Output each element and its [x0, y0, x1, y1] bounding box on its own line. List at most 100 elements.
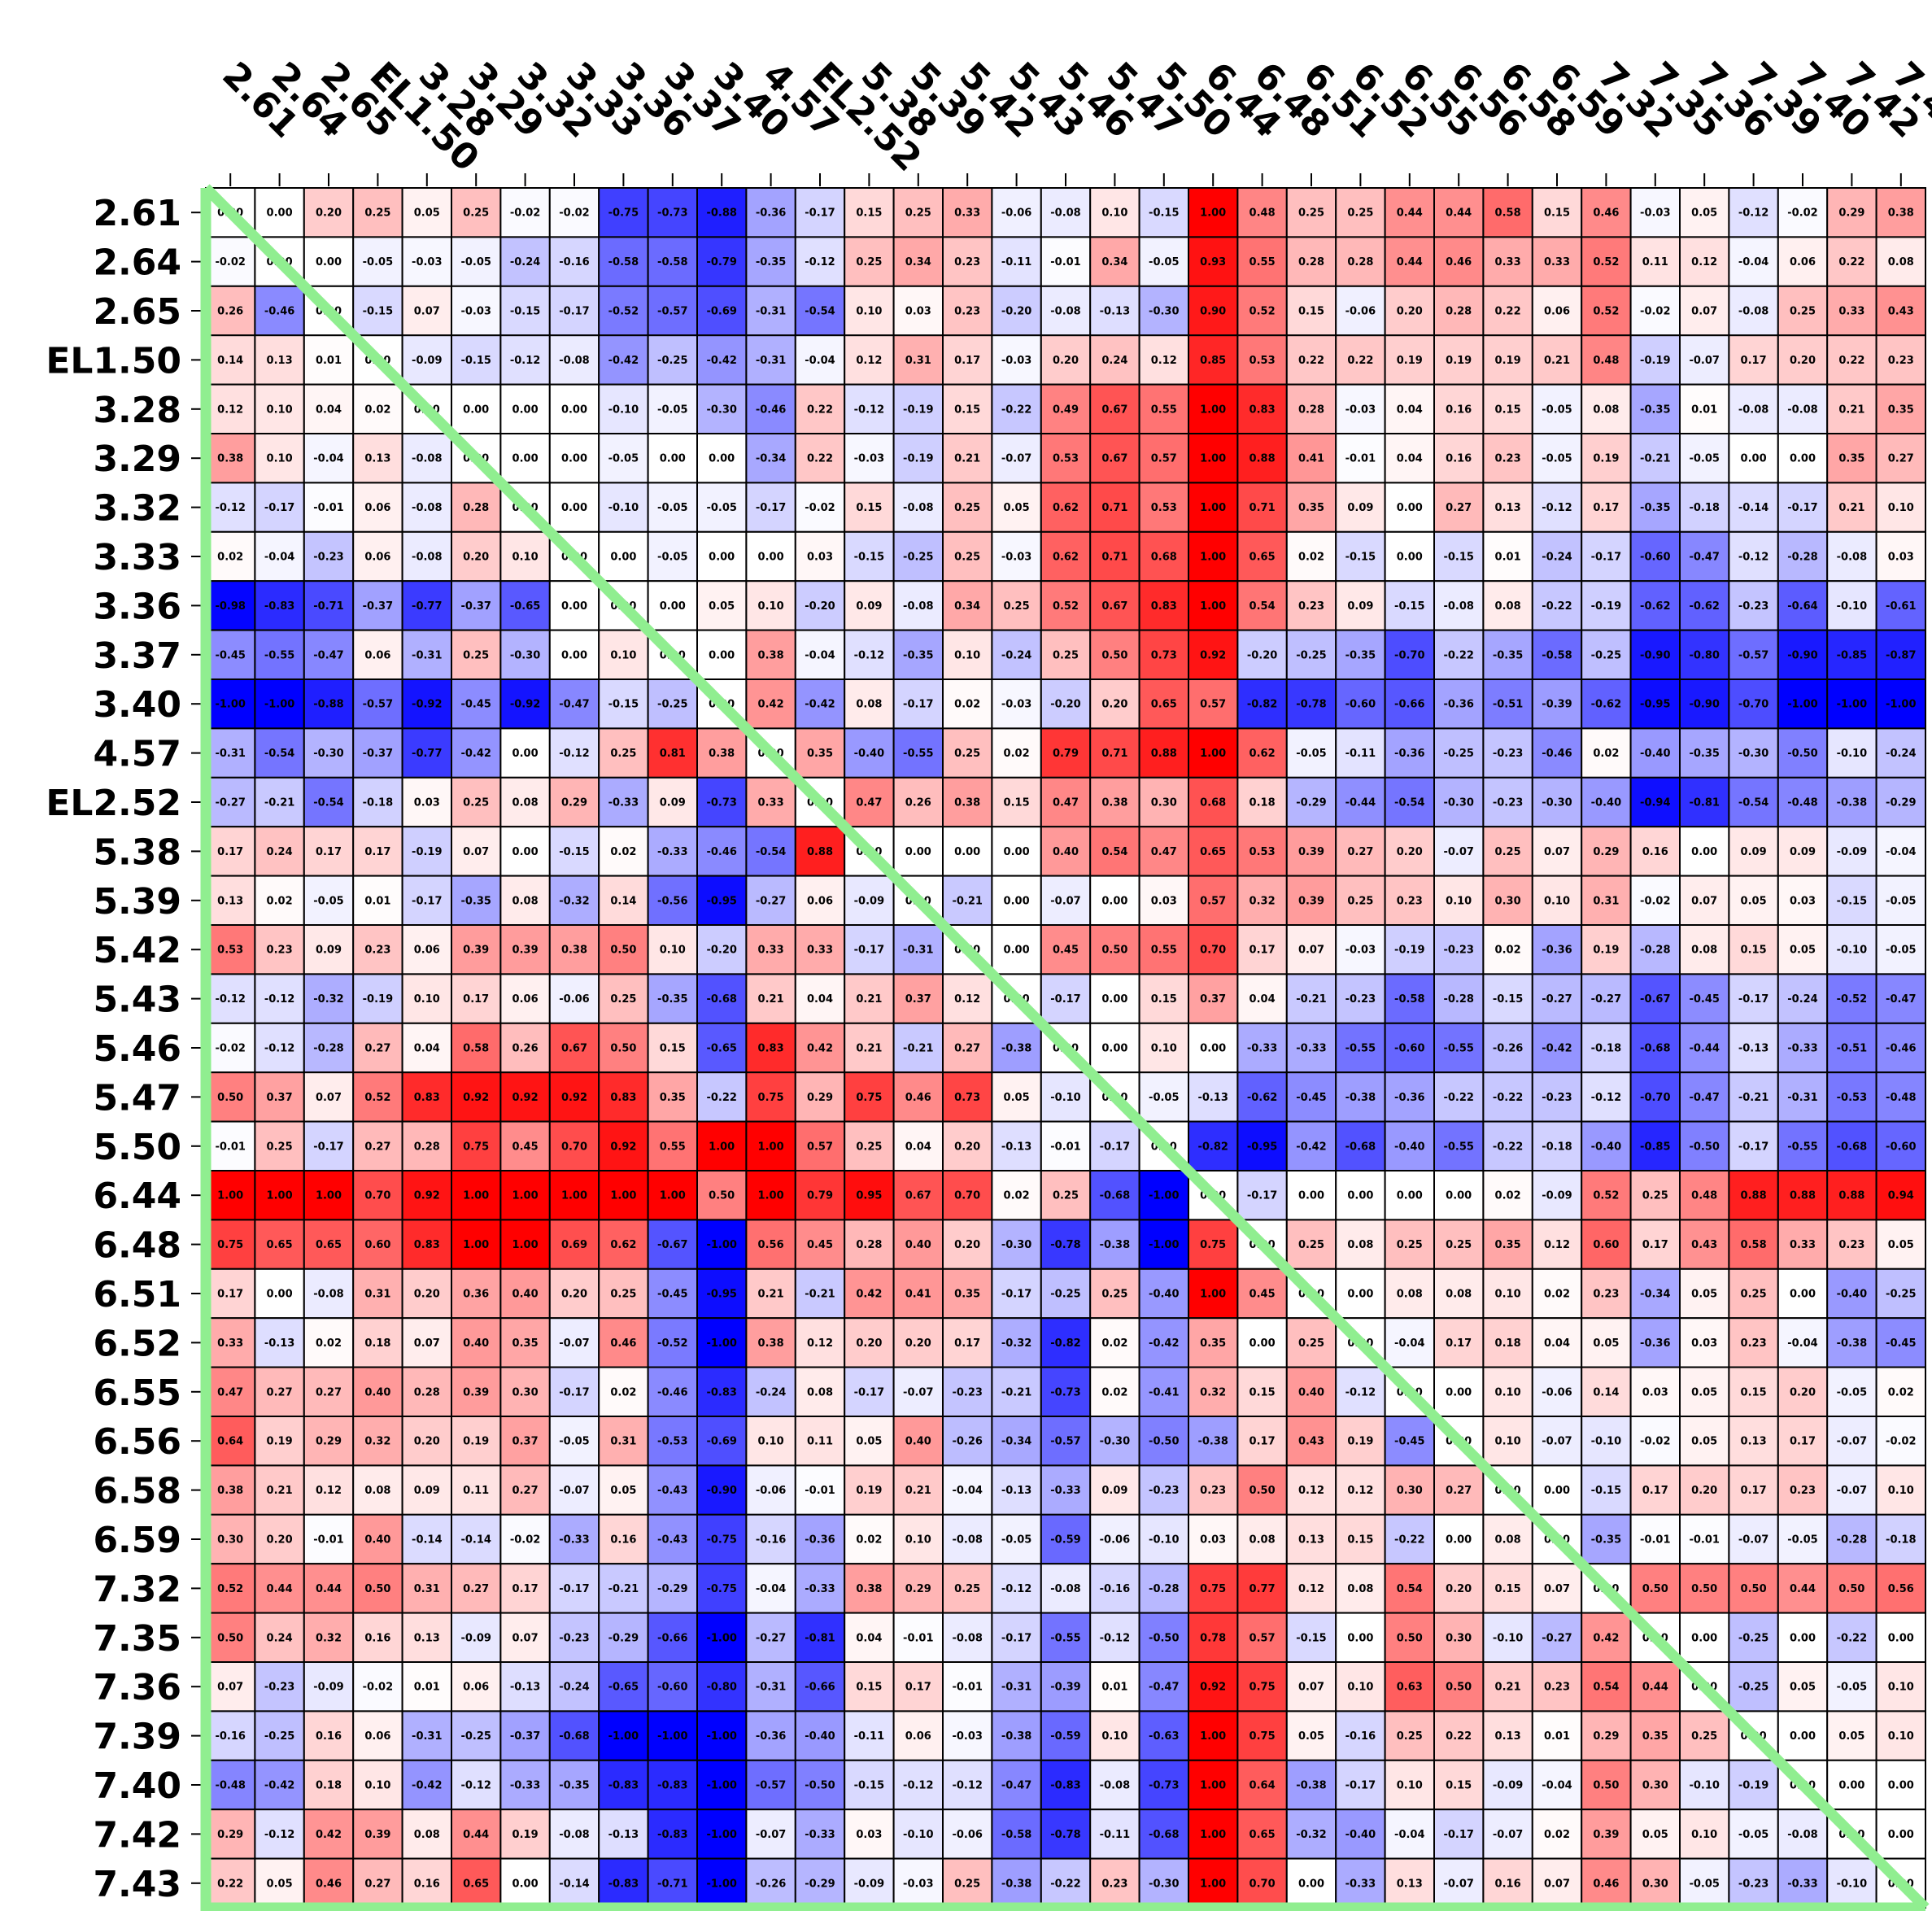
cell-value-label: 0.22	[807, 453, 833, 465]
cell-value-label: -0.25	[657, 355, 687, 367]
cell-value-label: -0.08	[1100, 1780, 1130, 1792]
heatmap-cell	[254, 678, 305, 730]
heatmap-cell	[794, 1022, 846, 1074]
cell-value-label: -0.43	[657, 1534, 687, 1547]
cell-value-label: 0.90	[1200, 306, 1226, 318]
cell-value-label: 0.24	[267, 1632, 293, 1644]
heatmap-cell	[1531, 826, 1583, 877]
cell-value-label: -0.08	[1787, 1829, 1817, 1841]
heatmap-cell	[1531, 1612, 1583, 1663]
cell-value-label: 0.35	[1298, 502, 1324, 514]
cell-value-label: -0.08	[1050, 207, 1080, 220]
cell-value-label: -0.02	[510, 1534, 540, 1547]
heatmap-cell	[1629, 727, 1681, 779]
cell-value-label: -0.94	[1640, 797, 1670, 809]
cell-value-label: 0.38	[954, 797, 980, 809]
cell-value-label: -0.24	[1542, 552, 1572, 564]
cell-value-label: 0.23	[1298, 600, 1324, 613]
cell-value-label: 0.23	[1200, 1485, 1226, 1497]
cell-value-label: 0.00	[660, 453, 686, 465]
cell-value-label: -0.16	[1100, 1583, 1130, 1595]
heatmap-cell	[1236, 580, 1288, 631]
cell-value-label: 0.37	[512, 1436, 539, 1448]
heatmap-cell	[1875, 530, 1927, 582]
cell-value-label: 0.02	[267, 895, 293, 907]
cell-value-label: -0.05	[608, 453, 639, 465]
cell-value-label: 0.02	[1544, 1289, 1570, 1301]
cell-value-label: -0.18	[1542, 1141, 1572, 1153]
cell-value-label: 0.27	[512, 1485, 539, 1497]
cell-value-label: 0.35	[807, 748, 833, 760]
cell-value-label: 0.29	[1593, 846, 1619, 858]
cell-value-label: 0.88	[1249, 453, 1276, 465]
cell-value-label: 0.02	[1101, 1386, 1127, 1398]
heatmap-cell	[794, 973, 846, 1024]
cell-value-label: 0.06	[364, 552, 390, 564]
heatmap-cell	[1482, 973, 1533, 1024]
cell-value-label: -0.46	[657, 1386, 687, 1398]
heatmap-cell	[696, 875, 748, 926]
cell-value-label: 0.00	[1101, 1043, 1127, 1055]
cell-value-label: 0.15	[1544, 207, 1570, 220]
heatmap-cell	[1531, 1219, 1583, 1270]
heatmap-cell	[1188, 433, 1239, 484]
heatmap-cell	[1335, 236, 1386, 287]
cell-value-label: -0.73	[1050, 1386, 1080, 1398]
cell-value-label: 0.00	[660, 600, 686, 613]
heatmap-cell	[1089, 678, 1140, 730]
heatmap-cell	[844, 433, 895, 484]
heatmap-cell	[745, 1661, 796, 1712]
cell-value-label: -0.45	[1689, 993, 1719, 1006]
cell-value-label: -0.13	[608, 1829, 639, 1841]
heatmap-cell	[647, 334, 698, 386]
cell-value-label: 0.15	[660, 1043, 686, 1055]
row-tick-label: 6.48	[93, 1225, 181, 1267]
heatmap-cell	[1040, 580, 1092, 631]
heatmap-cell	[794, 433, 846, 484]
cell-value-label: 0.83	[1249, 404, 1276, 416]
row-tick-label: 7.40	[93, 1765, 181, 1807]
cell-value-label: -0.38	[1001, 1043, 1031, 1055]
cell-value-label: -0.25	[657, 699, 687, 711]
cell-value-label: 0.25	[1347, 895, 1373, 907]
heatmap-cell	[1089, 482, 1140, 533]
heatmap-cell	[1531, 678, 1583, 730]
heatmap-cell	[942, 727, 993, 779]
cell-value-label: 0.20	[1397, 306, 1423, 318]
heatmap-cell	[1875, 1612, 1927, 1663]
heatmap-cell	[499, 1513, 551, 1565]
cell-value-label: -0.48	[215, 1780, 245, 1792]
heatmap-cell	[1285, 1416, 1337, 1467]
cell-value-label: 0.70	[1200, 945, 1226, 957]
heatmap-cell	[1826, 875, 1877, 926]
cell-value-label: 0.38	[758, 1337, 784, 1350]
cell-value-label: -0.15	[608, 699, 639, 711]
cell-value-label: -0.59	[1050, 1730, 1080, 1743]
heatmap-cell	[548, 383, 600, 435]
cell-value-label: 0.00	[1790, 1289, 1816, 1301]
heatmap-cell	[451, 1022, 502, 1074]
cell-value-label: 0.17	[1249, 1436, 1276, 1448]
cell-value-label: 0.65	[316, 1239, 342, 1251]
heatmap-cell	[1679, 678, 1730, 730]
cell-value-label: -0.07	[559, 1485, 589, 1497]
heatmap-cell	[499, 973, 551, 1024]
cell-value-label: 0.53	[1053, 453, 1079, 465]
cell-value-label: 0.67	[1101, 453, 1127, 465]
cell-value-label: 0.71	[1249, 502, 1276, 514]
heatmap-cell	[794, 1464, 846, 1516]
heatmap-cell	[1089, 236, 1140, 287]
row-tick-label: 3.32	[93, 488, 181, 530]
cell-value-label: -0.07	[1738, 1534, 1768, 1547]
heatmap-cell	[942, 875, 993, 926]
cell-value-label: 0.25	[1397, 1730, 1423, 1743]
cell-value-label: 0.28	[1446, 306, 1472, 318]
cell-value-label: -0.27	[1542, 993, 1572, 1006]
cell-value-label: 0.17	[217, 846, 243, 858]
cell-value-label: 0.28	[1347, 256, 1373, 268]
row-tick-label: 7.43	[93, 1864, 181, 1905]
heatmap-cell	[844, 1317, 895, 1368]
cell-value-label: 0.38	[709, 748, 735, 760]
cell-value-label: 0.02	[316, 1337, 342, 1350]
cell-value-label: -0.23	[952, 1386, 982, 1398]
